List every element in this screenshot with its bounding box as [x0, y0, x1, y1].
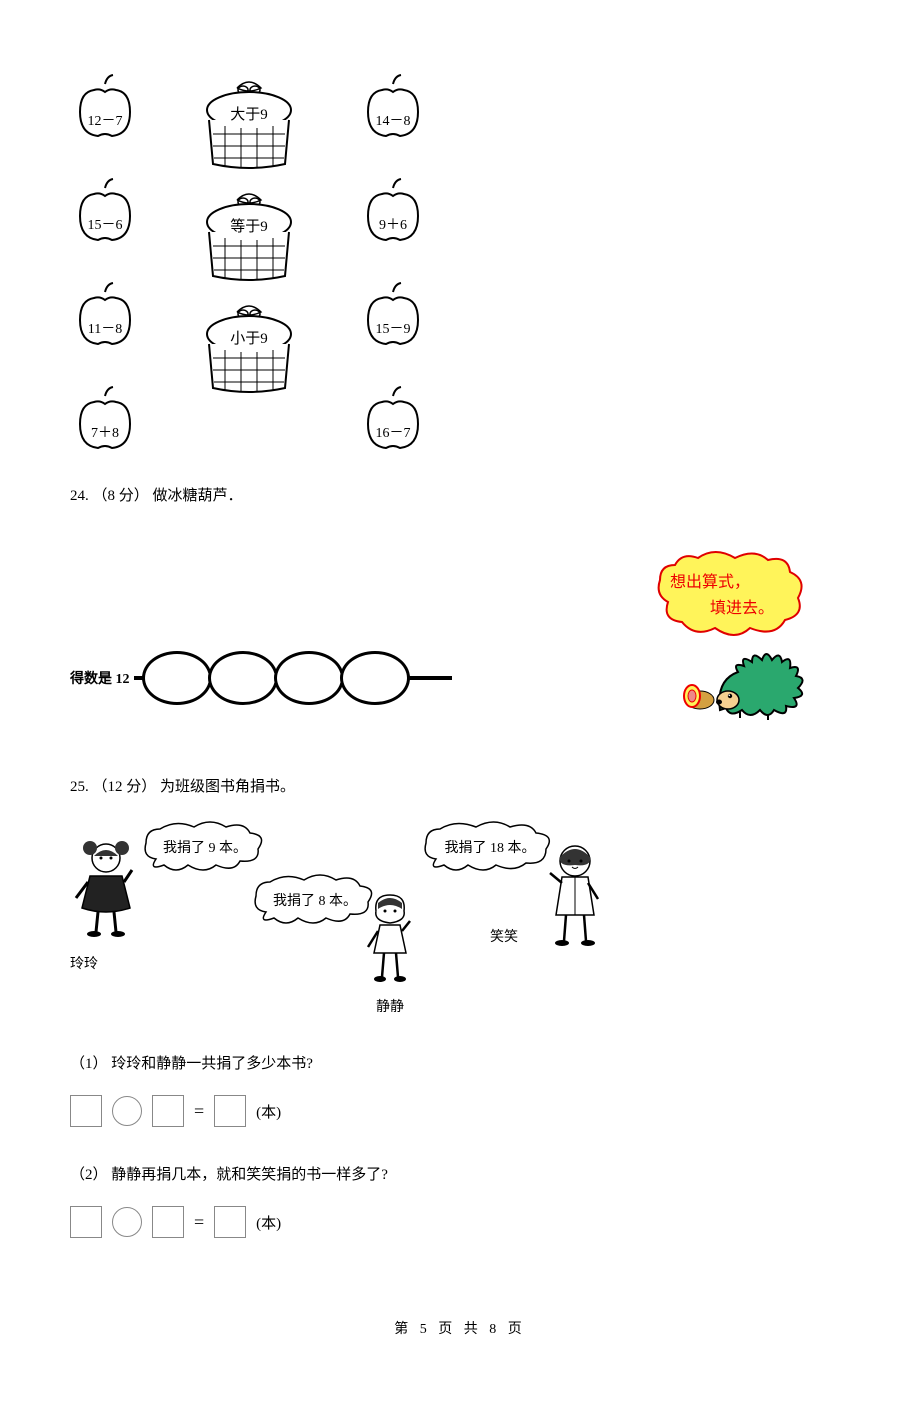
- answer-row: = (本): [70, 1095, 850, 1127]
- apple-item: 15－6: [70, 174, 140, 246]
- apple-text: 7＋8: [70, 422, 140, 442]
- basket-column: 大于9 等于9: [195, 70, 303, 454]
- answer-box[interactable]: [152, 1095, 184, 1127]
- skewer-ball: [208, 651, 278, 705]
- hedgehog-icon: [680, 640, 810, 720]
- apple-icon: [358, 278, 428, 350]
- speech-text: 我捐了 18 本。: [420, 837, 560, 857]
- speech-bubble-xiaoxiao: 我捐了 18 本。: [420, 821, 560, 873]
- thought-text: 想出算式， 填进去。: [670, 570, 800, 622]
- apple-text: 9＋6: [358, 214, 428, 234]
- skewer-ball: [340, 651, 410, 705]
- question-25-heading: 25. （12 分） 为班级图书角捐书。: [70, 775, 850, 796]
- apple-item: 14－8: [358, 70, 428, 142]
- question-points: （12 分）: [93, 779, 157, 795]
- basket-icon: [195, 304, 303, 396]
- skewer-ball: [274, 651, 344, 705]
- q25-figure: 玲玲 我捐了 9 本。 我捐了 8 本。 静静: [70, 816, 850, 1016]
- question-number: 25.: [70, 779, 89, 795]
- apple-column-left: 12－7 15－6 11－8 7＋8: [70, 70, 140, 454]
- answer-box[interactable]: [70, 1206, 102, 1238]
- apple-icon: [358, 174, 428, 246]
- basket-item: 等于9: [195, 192, 303, 284]
- thought-line1: 想出算式，: [670, 570, 800, 596]
- basket-item: 大于9: [195, 80, 303, 172]
- apple-text: 14－8: [358, 110, 428, 130]
- unit-label: (本): [256, 1212, 281, 1233]
- apple-text: 11－8: [70, 318, 140, 338]
- apple-text: 12－7: [70, 110, 140, 130]
- skewer-ball: [142, 651, 212, 705]
- sorting-diagram: 12－7 15－6 11－8 7＋8: [70, 70, 850, 454]
- question-number: 24.: [70, 488, 89, 504]
- apple-item: 7＋8: [70, 382, 140, 454]
- speech-text: 我捐了 9 本。: [140, 837, 270, 857]
- hedgehog-group: 想出算式， 填进去。: [680, 640, 810, 725]
- skewer: 得数是 12: [70, 651, 452, 705]
- apple-item: 9＋6: [358, 174, 428, 246]
- operator-box[interactable]: [112, 1207, 142, 1237]
- equals-sign: =: [194, 1101, 204, 1122]
- basket-text: 大于9: [195, 103, 303, 124]
- answer-box[interactable]: [214, 1206, 246, 1238]
- question-24-heading: 24. （8 分） 做冰糖葫芦．: [70, 484, 850, 505]
- kid-name-label: 笑笑: [490, 926, 518, 946]
- apple-text: 15－9: [358, 318, 428, 338]
- basket-icon: [195, 192, 303, 284]
- skewer-label: 得数是 12: [70, 668, 130, 688]
- apple-icon: [358, 382, 428, 454]
- apple-text: 15－6: [70, 214, 140, 234]
- sub-question-1: （1） 玲玲和静静一共捐了多少本书?: [70, 1052, 850, 1073]
- apple-column-right: 14－8 9＋6 15－9 16－7: [358, 70, 428, 454]
- answer-row: = (本): [70, 1206, 850, 1238]
- basket-text: 等于9: [195, 215, 303, 236]
- apple-icon: [70, 382, 140, 454]
- q24-figure: 得数是 12 想出算式， 填进去。: [70, 545, 850, 745]
- stick-icon: [408, 676, 452, 680]
- thought-bubble: 想出算式， 填进去。: [650, 550, 810, 650]
- kid-name-label: 玲玲: [70, 953, 142, 973]
- apple-text: 16－7: [358, 422, 428, 442]
- basket-icon: [195, 80, 303, 172]
- answer-box[interactable]: [70, 1095, 102, 1127]
- kid-lingling: 玲玲: [70, 836, 142, 973]
- kid-name-label: 静静: [360, 996, 420, 1016]
- apple-item: 12－7: [70, 70, 140, 142]
- kid-xiaoxiao: [540, 841, 610, 961]
- apple-icon: [358, 70, 428, 142]
- apple-item: 15－9: [358, 278, 428, 350]
- unit-label: (本): [256, 1101, 281, 1122]
- apple-icon: [70, 70, 140, 142]
- basket-item: 小于9: [195, 304, 303, 396]
- apple-icon: [70, 278, 140, 350]
- apple-item: 11－8: [70, 278, 140, 350]
- page-footer: 第 5 页 共 8 页: [70, 1318, 850, 1338]
- kid-jingjing: 静静: [360, 891, 420, 1016]
- basket-text: 小于9: [195, 327, 303, 348]
- equals-sign: =: [194, 1212, 204, 1233]
- question-title: 为班级图书角捐书。: [160, 779, 295, 795]
- answer-box[interactable]: [152, 1206, 184, 1238]
- operator-box[interactable]: [112, 1096, 142, 1126]
- girl-icon: [360, 891, 420, 991]
- answer-box[interactable]: [214, 1095, 246, 1127]
- sub-question-2: （2） 静静再捐几本，就和笑笑捐的书一样多了?: [70, 1163, 850, 1184]
- girl-icon: [540, 841, 610, 956]
- question-title: 做冰糖葫芦．: [153, 488, 243, 504]
- apple-item: 16－7: [358, 382, 428, 454]
- speech-bubble-lingling: 我捐了 9 本。: [140, 821, 270, 873]
- girl-icon: [70, 836, 142, 946]
- question-points: （8 分）: [93, 488, 149, 504]
- thought-line2: 填进去。: [670, 596, 800, 622]
- apple-icon: [70, 174, 140, 246]
